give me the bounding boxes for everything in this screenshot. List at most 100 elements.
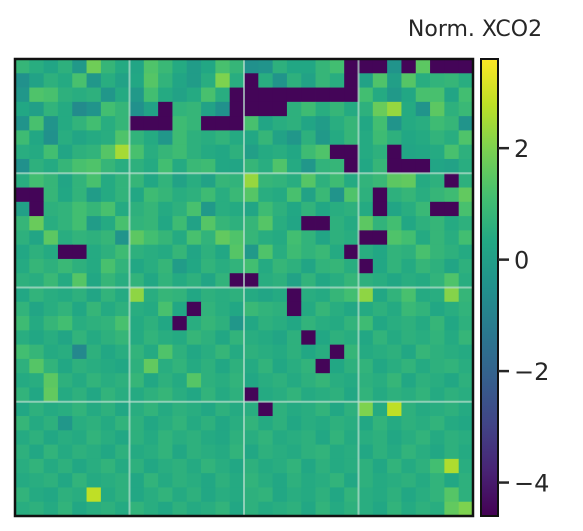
heatmap-cell (43, 258, 59, 274)
heatmap-cell (115, 473, 130, 488)
heatmap-cell (43, 173, 59, 188)
heatmap-cell (43, 187, 59, 203)
heatmap-cell (72, 301, 87, 317)
heatmap-cell (15, 287, 30, 303)
heatmap-cell (201, 444, 216, 460)
heatmap-cell (372, 187, 388, 203)
heatmap-cell (57, 244, 73, 260)
heatmap-cell (272, 73, 288, 88)
heatmap-cell (415, 444, 431, 460)
heatmap-cell (100, 130, 116, 146)
heatmap-cell (430, 116, 445, 131)
heatmap-cell (315, 116, 331, 131)
heatmap-cell (315, 501, 331, 517)
heatmap-cell (244, 358, 259, 374)
heatmap-cell (344, 201, 359, 217)
heatmap-cell (315, 144, 331, 160)
heatmap-cell (86, 501, 102, 517)
heatmap-cell (201, 373, 216, 388)
heatmap-cell (143, 430, 159, 445)
heatmap-cell (143, 444, 159, 460)
heatmap-cell (143, 487, 159, 503)
heatmap-cell (201, 387, 216, 403)
heatmap-cell (244, 173, 259, 188)
heatmap-cell (387, 358, 402, 374)
heatmap-cell (272, 101, 288, 117)
heatmap-cell (372, 201, 388, 217)
heatmap-cell (100, 216, 116, 231)
heatmap-cell (458, 316, 474, 331)
heatmap-cell (301, 244, 316, 260)
heatmap-cell (172, 144, 188, 160)
heatmap-cell (258, 473, 274, 488)
heatmap-cell (401, 144, 417, 160)
heatmap-cell (430, 87, 445, 103)
heatmap-cell (143, 416, 159, 431)
heatmap-cell (286, 244, 302, 260)
heatmap-cell (372, 216, 388, 231)
heatmap-cell (143, 287, 159, 303)
heatmap-cell (29, 487, 45, 503)
heatmap-cell (415, 101, 431, 117)
heatmap-cell (286, 401, 302, 417)
heatmap-cell (458, 187, 474, 203)
heatmap-cell (358, 501, 374, 517)
heatmap-cell (215, 258, 231, 274)
heatmap-cell (15, 216, 30, 231)
heatmap-cell (29, 458, 45, 474)
heatmap-cell (286, 387, 302, 403)
heatmap-cell (172, 59, 188, 74)
heatmap-cell (129, 401, 145, 417)
heatmap-cell (387, 244, 402, 260)
heatmap-cell (387, 501, 402, 517)
heatmap-cell (415, 273, 431, 288)
heatmap-cell (315, 216, 331, 231)
heatmap-cell (315, 316, 331, 331)
heatmap-cell (301, 416, 316, 431)
heatmap-cell (57, 444, 73, 460)
heatmap-cell (401, 458, 417, 474)
heatmap-cell (258, 130, 274, 146)
heatmap-cell (315, 401, 331, 417)
heatmap-cell (29, 373, 45, 388)
heatmap-cell (329, 173, 345, 188)
heatmap-cell (201, 416, 216, 431)
heatmap-cell (244, 444, 259, 460)
heatmap-cell (358, 316, 374, 331)
heatmap-cell (100, 116, 116, 131)
heatmap-cell (401, 301, 417, 317)
heatmap-cell (286, 444, 302, 460)
heatmap-cell (115, 501, 130, 517)
heatmap-cell (129, 501, 145, 517)
heatmap-cell (172, 173, 188, 188)
heatmap-cell (57, 116, 73, 131)
heatmap-cell (258, 116, 274, 131)
heatmap-cell (358, 401, 374, 417)
heatmap-cell (358, 487, 374, 503)
heatmap-cell (158, 87, 173, 103)
heatmap-cell (401, 130, 417, 146)
heatmap-cell (129, 144, 145, 160)
heatmap-cell (72, 416, 87, 431)
heatmap-cell (372, 158, 388, 174)
heatmap-cell (172, 330, 188, 346)
heatmap-cell (115, 458, 130, 474)
heatmap-cell (258, 458, 274, 474)
heatmap-cell (286, 458, 302, 474)
heatmap-cell (329, 59, 345, 74)
heatmap-cell (244, 158, 259, 174)
heatmap-cell (115, 144, 130, 160)
heatmap-cell (201, 301, 216, 317)
heatmap-cell (29, 59, 45, 74)
heatmap-cell (415, 316, 431, 331)
heatmap-cell (215, 430, 231, 445)
heatmap-cell (272, 401, 288, 417)
heatmap-cell (43, 73, 59, 88)
heatmap-cell (401, 373, 417, 388)
heatmap-cell (86, 144, 102, 160)
heatmap-cell (172, 158, 188, 174)
heatmap-cell (15, 401, 30, 417)
heatmap-cell (215, 59, 231, 74)
heatmap-cell (201, 430, 216, 445)
heatmap-cell (301, 316, 316, 331)
